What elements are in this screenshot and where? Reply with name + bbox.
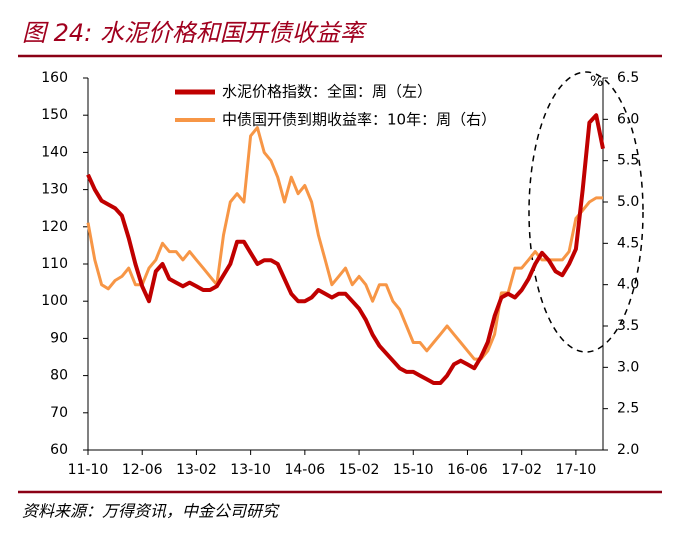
y-tick-label: 100 bbox=[41, 293, 68, 309]
legend-label: 中债国开债到期收益率：10年：周（右） bbox=[222, 111, 496, 129]
y-tick-label: 60 bbox=[50, 442, 68, 458]
y2-tick-label: 2.5 bbox=[617, 401, 639, 417]
legend-label: 水泥价格指数：全国：周（左） bbox=[222, 83, 432, 101]
x-tick-label: 14-06 bbox=[284, 462, 325, 478]
y2-tick-label: 4.0 bbox=[617, 277, 639, 293]
y-tick-label: 140 bbox=[41, 144, 68, 160]
y2-unit: % bbox=[590, 74, 603, 90]
highlight-ellipse bbox=[528, 71, 644, 353]
y-tick-label: 160 bbox=[41, 70, 68, 86]
y2-tick-label: 5.0 bbox=[617, 194, 639, 210]
y2-tick-label: 6.0 bbox=[617, 111, 639, 127]
y2-tick-label: 3.0 bbox=[617, 359, 639, 375]
y-tick-label: 110 bbox=[41, 256, 68, 272]
y-tick-label: 70 bbox=[50, 405, 68, 421]
y-tick-label: 130 bbox=[41, 182, 68, 198]
x-tick-label: 17-10 bbox=[556, 462, 597, 478]
x-tick-label: 16-06 bbox=[447, 462, 488, 478]
source-note: 资料来源：万得资讯，中金公司研究 bbox=[22, 502, 280, 521]
y2-tick-label: 5.5 bbox=[617, 153, 639, 169]
y2-tick-label: 6.5 bbox=[617, 70, 639, 86]
x-tick-label: 13-10 bbox=[230, 462, 271, 478]
chart-title: 图 24: 水泥价格和国开债收益率 bbox=[22, 19, 368, 47]
x-tick-label: 11-10 bbox=[68, 462, 109, 478]
series-line bbox=[86, 113, 605, 385]
x-tick-label: 15-02 bbox=[339, 462, 380, 478]
x-tick-label: 13-02 bbox=[176, 462, 217, 478]
x-tick-label: 12-06 bbox=[122, 462, 163, 478]
y2-tick-label: 2.0 bbox=[617, 442, 639, 458]
y-tick-label: 120 bbox=[41, 219, 68, 235]
y2-tick-label: 4.5 bbox=[617, 235, 639, 251]
y2-tick-label: 3.5 bbox=[617, 318, 639, 334]
x-tick-label: 17-02 bbox=[501, 462, 542, 478]
series-line bbox=[86, 126, 603, 361]
y-tick-label: 90 bbox=[50, 330, 68, 346]
y-tick-label: 150 bbox=[41, 107, 68, 123]
x-tick-label: 15-10 bbox=[393, 462, 434, 478]
y-tick-label: 80 bbox=[50, 368, 68, 384]
